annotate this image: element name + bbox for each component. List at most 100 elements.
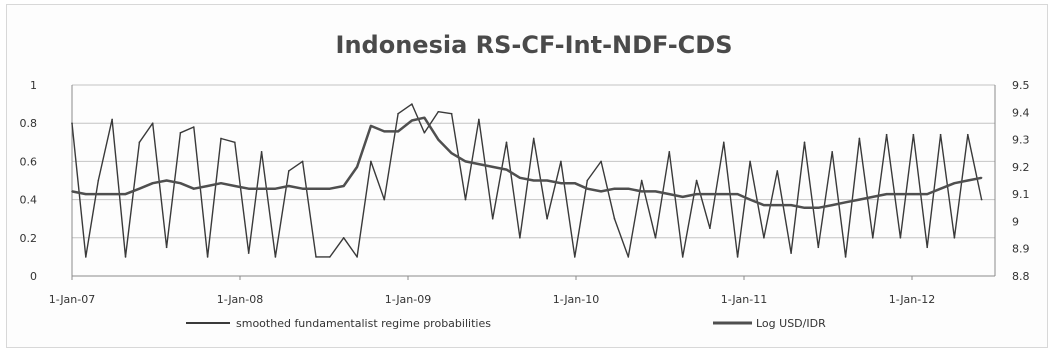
probability-point-53 [790,252,792,254]
probability-point-47 [709,227,711,230]
probability-point-67 [980,198,983,201]
probability-point-42 [640,179,643,182]
probability-point-2 [97,179,100,182]
probability-point-10 [206,256,209,258]
probability-point-34 [532,137,535,140]
log-usd-idr-point-60 [885,193,888,195]
log-usd-idr-point-28 [450,152,453,155]
log-usd-idr-point-59 [871,196,874,198]
x-tick-label-2: 1-Jan-09 [385,293,432,306]
x-tick-label-4: 1-Jan-11 [721,293,768,306]
log-usd-idr-point-12 [234,185,236,187]
log-usd-idr-point-47 [709,193,711,195]
log-usd-idr-point-6 [151,182,154,185]
log-usd-idr-point-67 [980,176,983,179]
x-tick-label-5: 1-Jan-12 [889,293,936,306]
probability-point-20 [342,237,345,239]
probability-point-62 [912,133,915,136]
log-usd-idr-point-26 [423,116,426,119]
probability-point-30 [478,118,480,121]
x-tick-label-0: 1-Jan-07 [49,293,96,306]
probability-point-16 [288,170,290,172]
probability-point-40 [613,217,616,220]
log-usd-idr-point-7 [165,179,168,182]
probability-point-22 [370,160,372,163]
log-usd-idr-point-52 [776,204,779,206]
probability-point-59 [871,237,874,239]
probability-point-48 [722,141,725,144]
probability-point-41 [627,256,630,258]
probability-point-45 [681,256,684,258]
log-usd-idr-point-5 [138,187,141,190]
probability-point-61 [899,237,902,239]
y2-tick-label-1: 8.9 [1012,243,1030,256]
log-usd-idr-point-57 [844,201,847,204]
log-usd-idr-point-11 [220,182,222,185]
probability-point-17 [301,160,304,163]
probability-point-12 [234,141,236,144]
log-usd-idr-point-18 [315,187,317,190]
log-usd-idr-point-2 [97,193,100,195]
probability-point-14 [260,151,263,153]
series-log-usd-idr-line [71,116,982,210]
probability-point-0 [71,122,73,124]
log-usd-idr-point-15 [274,187,277,190]
y-tick-label-0: 0 [30,270,37,283]
probability-point-64 [939,133,942,136]
probability-point-43 [654,237,657,239]
log-usd-idr-point-37 [573,182,576,185]
legend-label-log-usd-idr: Log USD/IDR [756,317,826,330]
log-usd-idr-point-9 [192,187,195,190]
probability-point-7 [165,246,168,249]
log-usd-idr-point-65 [953,182,956,185]
log-usd-idr-point-25 [411,119,413,122]
log-usd-idr-point-10 [206,185,209,187]
log-usd-idr-point-61 [899,193,902,195]
probability-point-8 [179,131,182,134]
probability-point-54 [803,141,806,144]
y2-tick-label-0: 8.8 [1012,270,1030,283]
log-usd-idr-point-17 [301,187,304,190]
probability-point-66 [966,133,969,136]
probability-point-32 [505,141,508,144]
probability-point-13 [247,252,250,254]
y-tick-label-1: 0.2 [20,232,38,245]
y2-tick-label-7: 9.5 [1012,79,1030,92]
probability-point-1 [85,256,87,258]
plot-area [71,103,983,258]
log-usd-idr-point-21 [356,166,358,168]
log-usd-idr-point-32 [505,168,508,171]
log-usd-idr-point-8 [179,182,182,185]
probability-point-23 [383,198,386,201]
log-usd-idr-point-20 [342,185,345,187]
y-tick-label-4: 0.8 [20,117,38,130]
probability-point-57 [844,256,847,258]
chart-frame [6,4,1048,348]
x-axis-ticks: 1-Jan-07 1-Jan-08 1-Jan-09 1-Jan-10 1-Jan-11… [49,276,936,306]
log-usd-idr-point-30 [478,163,480,165]
log-usd-idr-point-48 [722,193,725,195]
y2-tick-label-4: 9.2 [1012,161,1030,174]
log-usd-idr-point-58 [858,198,861,201]
log-usd-idr-point-29 [464,160,467,163]
log-usd-idr-point-1 [85,193,87,195]
log-usd-idr-point-16 [288,185,290,187]
log-usd-idr-point-50 [749,198,751,201]
probability-point-36 [560,160,562,163]
gridlines [71,84,996,277]
probability-point-29 [464,198,467,201]
log-usd-idr-point-55 [817,206,820,209]
x-tick-label-3: 1-Jan-10 [553,293,600,306]
log-usd-idr-point-14 [260,187,263,190]
series-probabilities-line [71,103,983,258]
probability-point-51 [763,237,765,239]
log-usd-idr-point-19 [329,187,331,190]
y-tick-label-3: 0.6 [20,155,38,168]
log-usd-idr-point-27 [437,138,440,141]
y2-tick-label-6: 9.4 [1012,106,1030,119]
probability-point-44 [668,151,671,153]
y2-tick-label-3: 9.1 [1012,188,1030,201]
probability-point-6 [151,122,154,124]
probability-point-46 [695,179,698,182]
